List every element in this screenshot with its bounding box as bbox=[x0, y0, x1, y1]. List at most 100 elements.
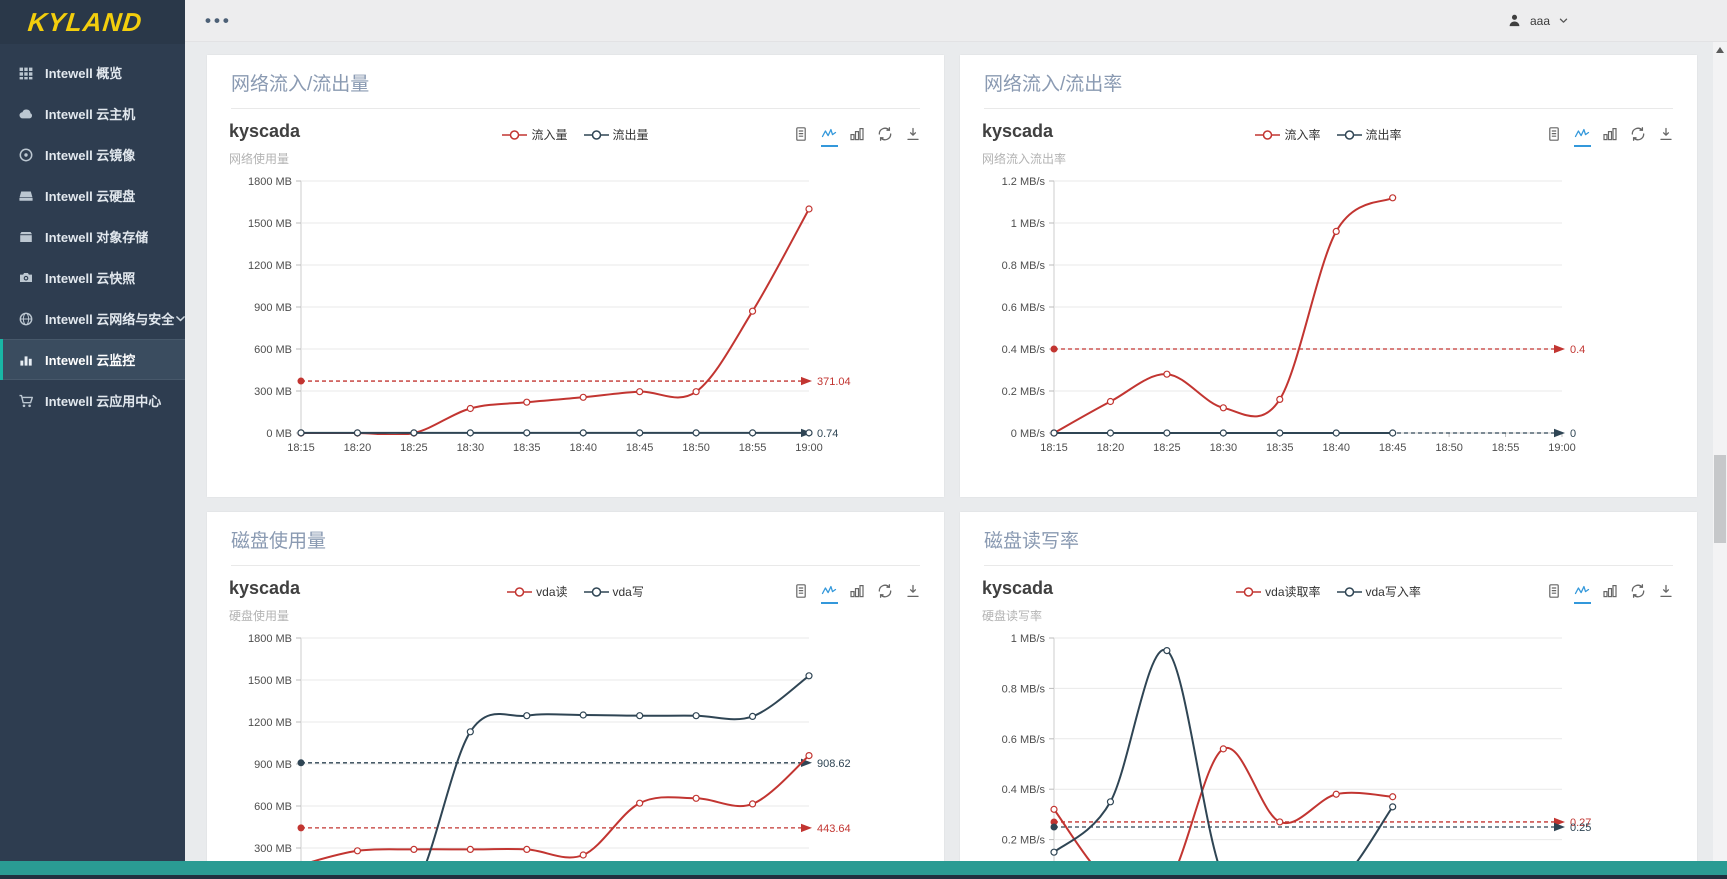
chart-title: kyscada bbox=[982, 578, 1054, 598]
sidebar-item-cloud-app-center[interactable]: Intewell 云应用中心 bbox=[0, 380, 185, 421]
sidebar-item-cloud-network-security[interactable]: Intewell 云网络与安全 bbox=[0, 298, 186, 339]
sidebar-item-object-storage[interactable]: Intewell 对象存储 bbox=[0, 216, 185, 257]
legend-item-outflow-volume[interactable]: 流出量 bbox=[583, 126, 649, 143]
legend-marker bbox=[1255, 129, 1281, 140]
panel-section-title: 网络流入/流出量 bbox=[231, 74, 370, 95]
refresh-icon[interactable] bbox=[1630, 126, 1647, 145]
svg-text:18:15: 18:15 bbox=[287, 442, 315, 454]
line-chart-disk-rw-rate[interactable]: 0 MB/s0.2 MB/s0.4 MB/s0.6 MB/s0.8 MB/s1 … bbox=[982, 626, 1674, 879]
svg-text:18:15: 18:15 bbox=[1040, 442, 1068, 454]
sidebar-item-label: Intewell 云镜像 bbox=[45, 148, 136, 163]
svg-text:0.2 MB/s: 0.2 MB/s bbox=[1002, 835, 1046, 847]
sidebar-item-cloud-monitor[interactable]: Intewell 云监控 bbox=[0, 339, 185, 380]
svg-text:0.6 MB/s: 0.6 MB/s bbox=[1002, 734, 1046, 746]
sidebar-item-cloud-image[interactable]: Intewell 云镜像 bbox=[0, 134, 185, 175]
user-menu[interactable]: aaa bbox=[1507, 13, 1569, 28]
legend-item-outflow-rate[interactable]: 流出率 bbox=[1336, 126, 1402, 143]
kyland-logo-text: KYLAND bbox=[26, 6, 144, 37]
legend-item-vda-read[interactable]: vda读 bbox=[507, 583, 568, 600]
download-icon[interactable] bbox=[1658, 583, 1675, 602]
panel-section-title: 磁盘读写率 bbox=[984, 531, 1080, 552]
svg-text:300 MB: 300 MB bbox=[254, 843, 292, 855]
line-chart-tool-icon[interactable] bbox=[1574, 126, 1591, 147]
menu-ellipsis-icon[interactable]: ••• bbox=[205, 10, 232, 30]
data-view-icon[interactable] bbox=[1546, 583, 1563, 602]
camera-icon bbox=[18, 269, 35, 286]
line-chart-network-traffic-volume[interactable]: 0 MB 300 MB 600 MB 900 MB 1200 MB 1500 MB 1800… bbox=[229, 169, 921, 469]
download-icon[interactable] bbox=[905, 583, 922, 602]
svg-text:1500 MB: 1500 MB bbox=[248, 675, 292, 687]
svg-text:19:00: 19:00 bbox=[795, 442, 823, 454]
svg-text:0.4 MB/s: 0.4 MB/s bbox=[1002, 784, 1046, 796]
legend-item-inflow-rate[interactable]: 流入率 bbox=[1255, 126, 1321, 143]
line-chart-tool-icon[interactable] bbox=[821, 126, 838, 147]
refresh-icon[interactable] bbox=[877, 126, 894, 145]
bar-chart-tool-icon[interactable] bbox=[849, 583, 866, 602]
divider bbox=[231, 108, 920, 109]
svg-text:1 MB/s: 1 MB/s bbox=[1011, 633, 1046, 645]
bottom-teal-bar bbox=[0, 861, 1727, 875]
scrollbar[interactable] bbox=[1713, 42, 1727, 879]
svg-text:18:40: 18:40 bbox=[569, 442, 597, 454]
legend-item-inflow-volume[interactable]: 流入量 bbox=[502, 126, 568, 143]
data-view-icon[interactable] bbox=[793, 126, 810, 145]
chart-title: kyscada bbox=[982, 121, 1054, 141]
sidebar-item-overview[interactable]: Intewell 概览 bbox=[0, 52, 185, 93]
svg-text:443.64: 443.64 bbox=[817, 823, 851, 835]
kyland-logo[interactable]: KYLAND bbox=[0, 0, 185, 44]
legend-item-vda-write[interactable]: vda写 bbox=[583, 583, 644, 600]
divider bbox=[984, 108, 1673, 109]
chart-title: kyscada bbox=[229, 121, 301, 141]
sidebar-item-label: Intewell 云主机 bbox=[45, 107, 136, 122]
svg-text:900 MB: 900 MB bbox=[254, 759, 292, 771]
bar-chart-tool-icon[interactable] bbox=[1602, 583, 1619, 602]
sidebar-item-cloud-disk[interactable]: Intewell 云硬盘 bbox=[0, 175, 185, 216]
sidebar-item-cloud-host[interactable]: Intewell 云主机 bbox=[0, 93, 185, 134]
line-chart-tool-icon[interactable] bbox=[1574, 583, 1591, 604]
svg-text:371.04: 371.04 bbox=[817, 376, 851, 388]
monitor-icon bbox=[18, 351, 35, 368]
line-chart-tool-icon[interactable] bbox=[821, 583, 838, 604]
chart-toolbox bbox=[644, 578, 922, 604]
legend-marker bbox=[1236, 586, 1262, 597]
svg-text:300 MB: 300 MB bbox=[254, 386, 292, 398]
svg-text:18:55: 18:55 bbox=[739, 442, 767, 454]
cloud-icon bbox=[18, 105, 35, 122]
refresh-icon[interactable] bbox=[877, 583, 894, 602]
scrollbar-thumb[interactable] bbox=[1714, 455, 1726, 543]
svg-text:0.8 MB/s: 0.8 MB/s bbox=[1002, 683, 1046, 695]
line-chart-network-traffic-rate[interactable]: 0 MB/s 0.2 MB/s 0.4 MB/s 0.6 MB/s 0.8 MB/s 1 … bbox=[982, 169, 1674, 469]
svg-text:0.4: 0.4 bbox=[1570, 344, 1585, 356]
svg-text:18:30: 18:30 bbox=[1210, 442, 1238, 454]
disc-icon bbox=[18, 146, 35, 163]
download-icon[interactable] bbox=[905, 126, 922, 145]
svg-text:18:35: 18:35 bbox=[1266, 442, 1294, 454]
refresh-icon[interactable] bbox=[1630, 583, 1647, 602]
svg-text:18:25: 18:25 bbox=[1153, 442, 1181, 454]
svg-text:908.62: 908.62 bbox=[817, 758, 851, 770]
cart-icon bbox=[18, 392, 35, 409]
panel-section-title: 网络流入/流出率 bbox=[984, 74, 1123, 95]
svg-text:0.6 MB/s: 0.6 MB/s bbox=[1002, 302, 1046, 314]
data-view-icon[interactable] bbox=[793, 583, 810, 602]
globe-icon bbox=[18, 310, 35, 327]
main-content: 网络流入/流出量 kyscada 网络使用量 流入量 流出量 0 MB 300 MB… bbox=[185, 42, 1713, 879]
sidebar-item-cloud-snapshot[interactable]: Intewell 云快照 bbox=[0, 257, 185, 298]
svg-text:0 MB/s: 0 MB/s bbox=[1011, 428, 1046, 440]
legend-item-vda-read-rate[interactable]: vda读取率 bbox=[1236, 583, 1321, 600]
sidebar-item-label: Intewell 概览 bbox=[45, 66, 123, 81]
sidebar-item-label: Intewell 云快照 bbox=[45, 271, 136, 286]
legend-marker bbox=[583, 586, 609, 597]
svg-text:1200 MB: 1200 MB bbox=[248, 717, 292, 729]
legend-item-vda-write-rate[interactable]: vda写入率 bbox=[1336, 583, 1421, 600]
download-icon[interactable] bbox=[1658, 126, 1675, 145]
svg-text:0.2 MB/s: 0.2 MB/s bbox=[1002, 386, 1046, 398]
bar-chart-tool-icon[interactable] bbox=[1602, 126, 1619, 145]
data-view-icon[interactable] bbox=[1546, 126, 1563, 145]
svg-text:1500 MB: 1500 MB bbox=[248, 218, 292, 230]
svg-text:1200 MB: 1200 MB bbox=[248, 260, 292, 272]
scrollbar-up-arrow[interactable] bbox=[1716, 47, 1724, 53]
bar-chart-tool-icon[interactable] bbox=[849, 126, 866, 145]
